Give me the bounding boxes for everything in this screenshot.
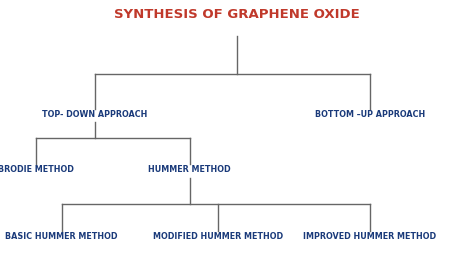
Text: IMPROVED HUMMER METHOD: IMPROVED HUMMER METHOD	[303, 232, 436, 241]
Text: SYNTHESIS OF GRAPHENE OXIDE: SYNTHESIS OF GRAPHENE OXIDE	[114, 8, 360, 21]
Text: BRODIE METHOD: BRODIE METHOD	[0, 165, 73, 174]
Text: BASIC HUMMER METHOD: BASIC HUMMER METHOD	[5, 232, 118, 241]
Text: BOTTOM –UP APPROACH: BOTTOM –UP APPROACH	[315, 110, 425, 119]
Text: TOP- DOWN APPROACH: TOP- DOWN APPROACH	[42, 110, 147, 119]
Text: MODIFIED HUMMER METHOD: MODIFIED HUMMER METHOD	[153, 232, 283, 241]
Text: HUMMER METHOD: HUMMER METHOD	[148, 165, 231, 174]
